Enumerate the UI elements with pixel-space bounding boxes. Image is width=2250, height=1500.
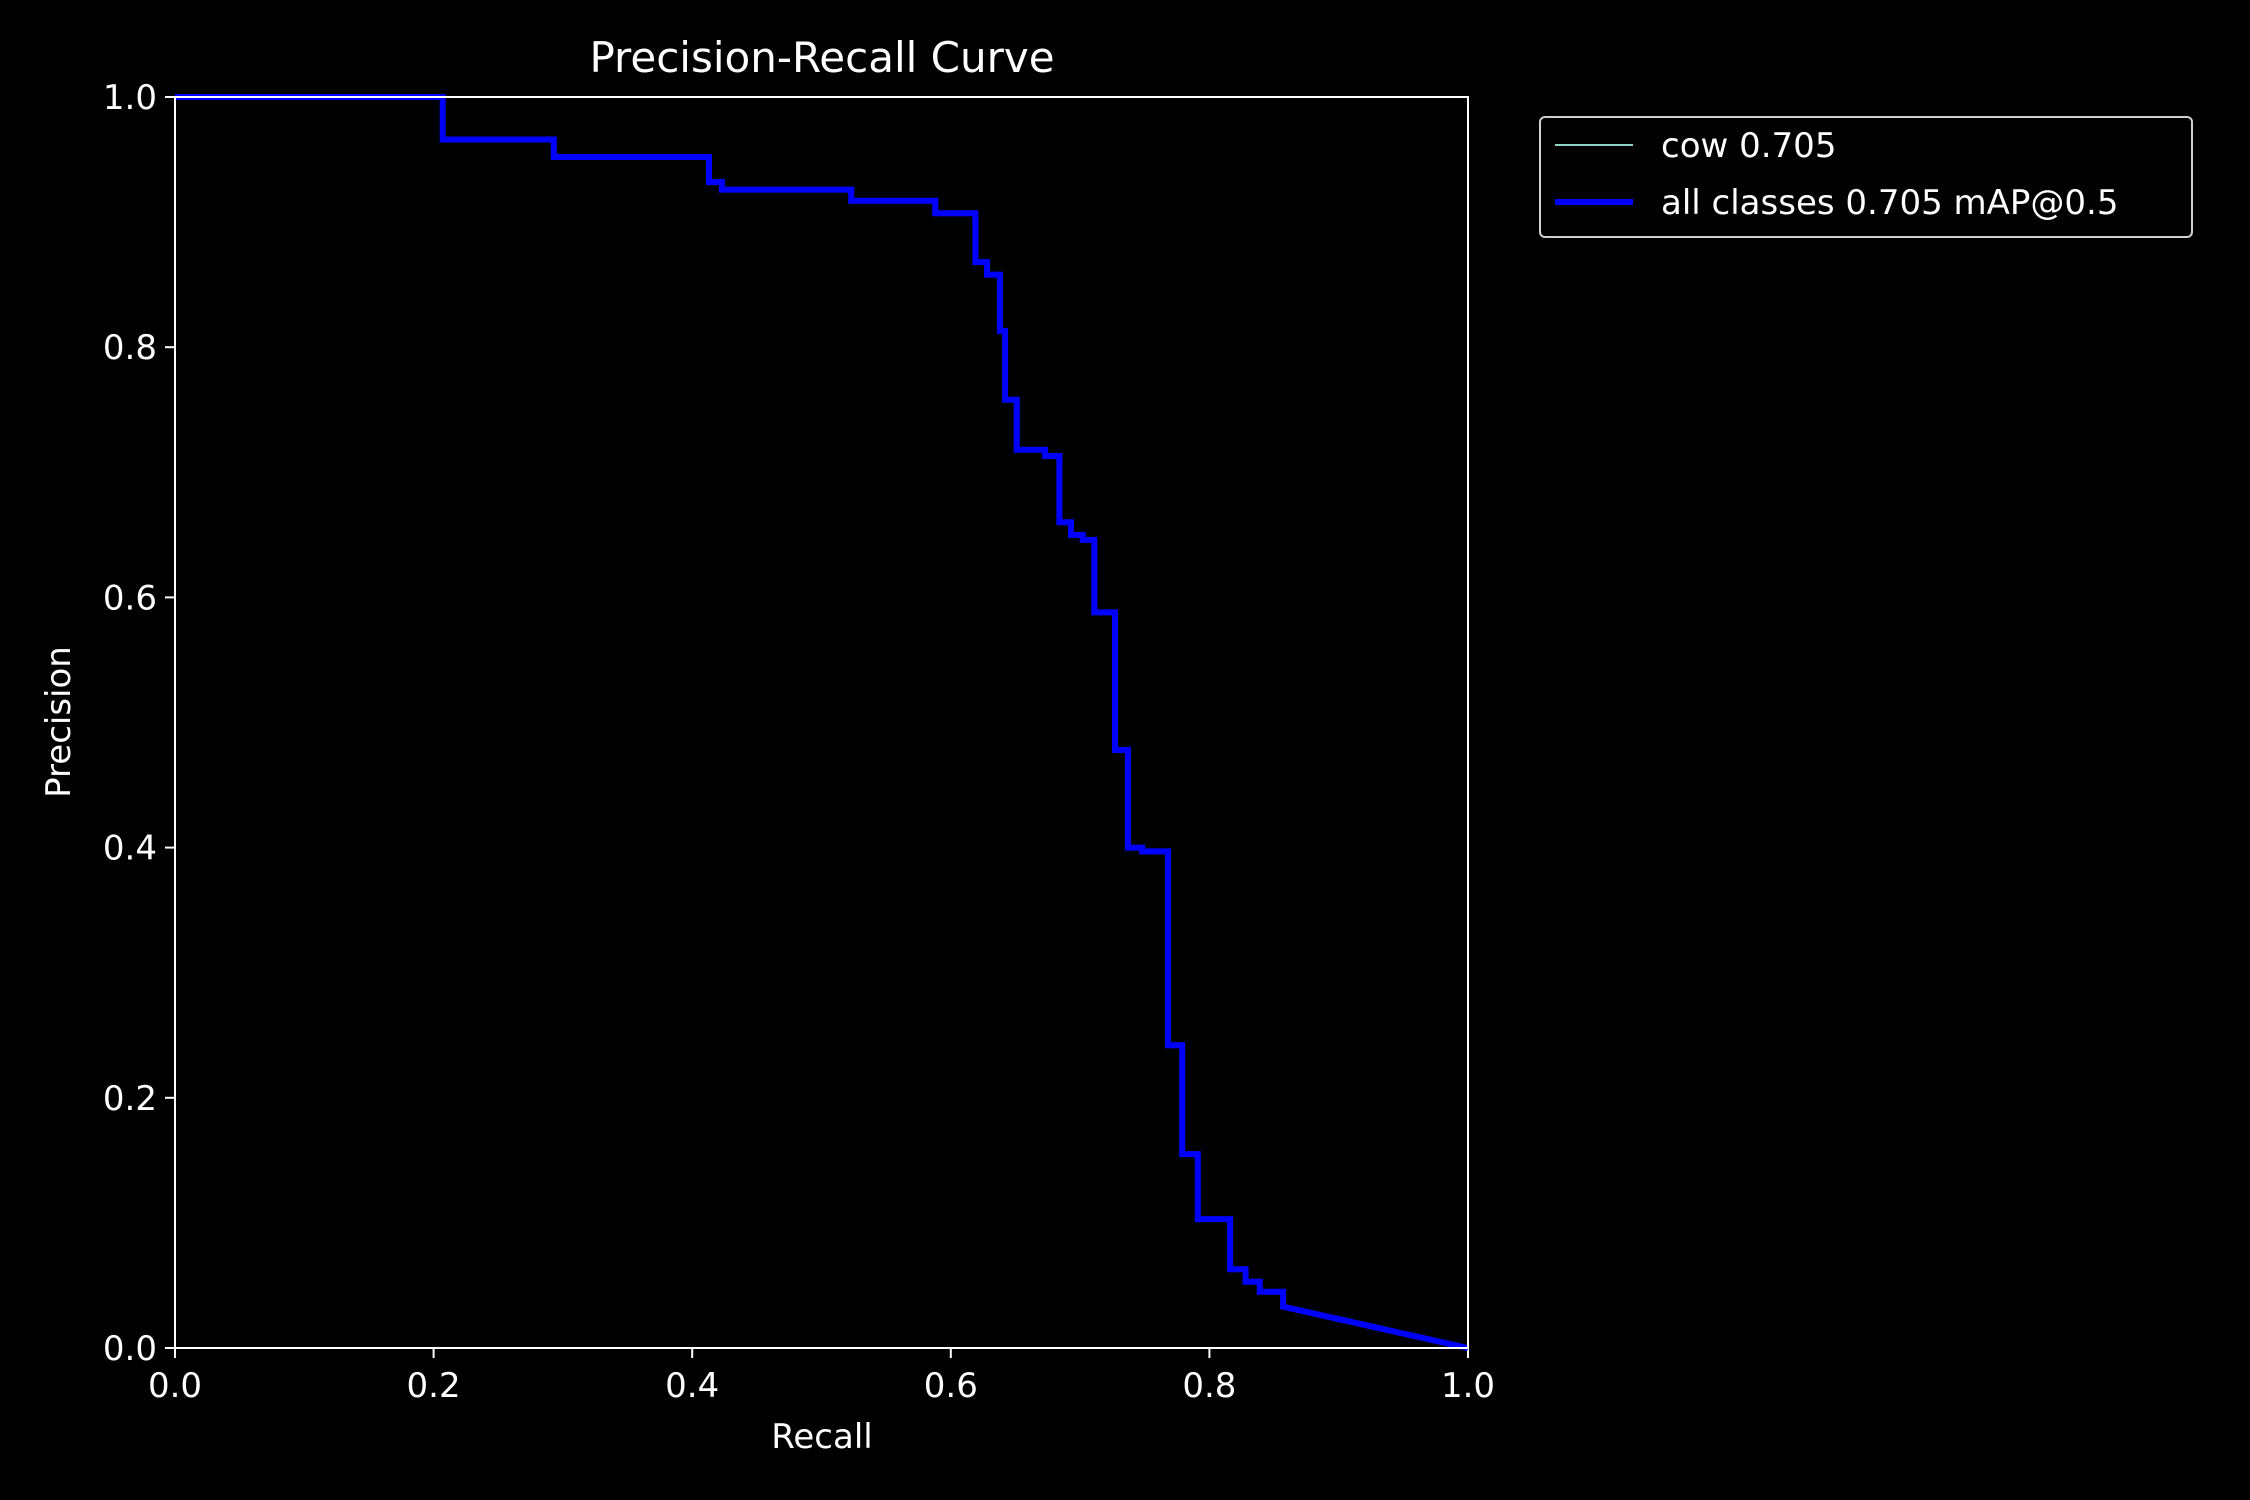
- y-tick-label: 0.6: [103, 578, 157, 618]
- y-tick-label: 0.2: [103, 1079, 157, 1119]
- x-tick-label: 0.0: [148, 1366, 202, 1406]
- series-line-1: [175, 94, 1469, 1351]
- y-tick-label: 1.0: [103, 78, 157, 118]
- y-tick-label: 0.0: [103, 1329, 157, 1369]
- x-axis-label: Recall: [771, 1417, 872, 1457]
- legend-label-all-classes: all classes 0.705 mAP@0.5: [1661, 183, 2118, 223]
- legend-label-cow: cow 0.705: [1661, 126, 1836, 166]
- x-tick-label: 0.2: [407, 1366, 461, 1406]
- y-tick-label: 0.4: [103, 829, 157, 869]
- x-tick-label: 1.0: [1441, 1366, 1495, 1406]
- x-tick-label: 0.8: [1182, 1366, 1236, 1406]
- plot-area: [175, 94, 1469, 1351]
- x-tick-label: 0.4: [665, 1366, 719, 1406]
- x-tick-label: 0.6: [924, 1366, 978, 1406]
- chart-title: Precision-Recall Curve: [589, 33, 1054, 82]
- y-axis-label: Precision: [39, 646, 79, 798]
- legend-frame: [1539, 116, 2193, 238]
- axis-ticks: 0.0 0.2 0.4 0.6 0.8 1.0 0.0 0.2 0.4 0.6 0.8 1.0: [103, 78, 1495, 1406]
- y-tick-label: 0.8: [103, 328, 157, 368]
- axes-frame: [174, 96, 1469, 1349]
- legend: cow 0.705 all classes 0.705 mAP@0.5: [1539, 116, 2193, 238]
